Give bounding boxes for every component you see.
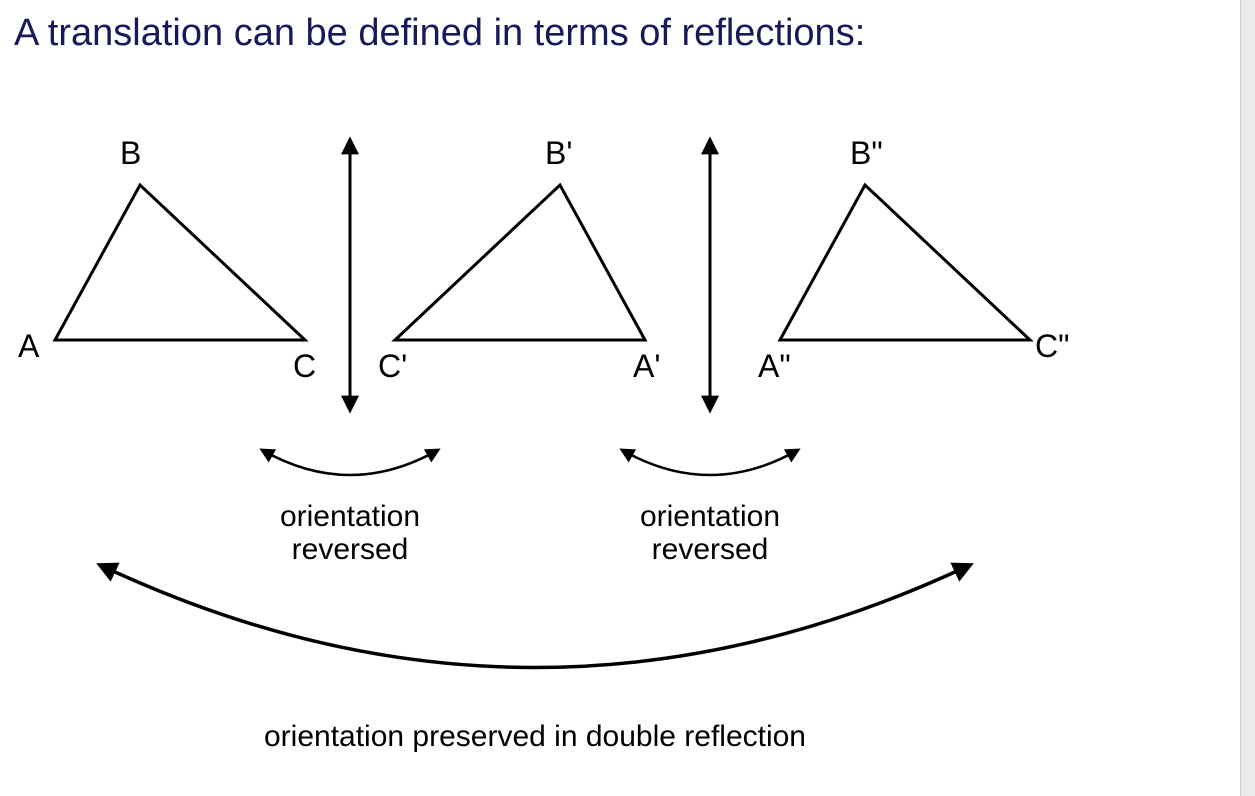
preserved-arrow xyxy=(100,565,970,668)
caption-reversed-2-line2: reversed xyxy=(652,533,769,566)
label-a-prime: A' xyxy=(633,348,660,385)
caption-reversed-1-line2: reversed xyxy=(292,533,409,566)
label-a-double-prime: A" xyxy=(758,348,791,385)
caption-reversed-2-line1: orientation xyxy=(640,500,780,533)
triangle-abc-double-prime xyxy=(780,185,1030,340)
diagram-svg xyxy=(0,0,1255,796)
scrollbar-track xyxy=(1240,0,1255,796)
label-c-prime: C' xyxy=(378,348,407,385)
triangle-abc xyxy=(55,185,305,340)
label-b-double-prime: B" xyxy=(850,135,883,172)
label-b-prime: B' xyxy=(545,135,572,172)
label-c: C xyxy=(293,348,316,385)
triangle-abc-prime xyxy=(395,185,645,340)
caption-reversed-1-line1: orientation xyxy=(280,500,420,533)
page: A translation can be defined in terms of… xyxy=(0,0,1255,796)
caption-reversed-2: orientation reversed xyxy=(630,500,790,566)
label-b: B xyxy=(120,135,141,172)
label-c-double-prime: C" xyxy=(1035,328,1069,365)
caption-preserved: orientation preserved in double reflecti… xyxy=(225,720,845,754)
orientation-arrow-1 xyxy=(262,450,438,475)
orientation-arrow-2 xyxy=(622,450,798,475)
label-a: A xyxy=(18,328,39,365)
caption-reversed-1: orientation reversed xyxy=(270,500,430,566)
